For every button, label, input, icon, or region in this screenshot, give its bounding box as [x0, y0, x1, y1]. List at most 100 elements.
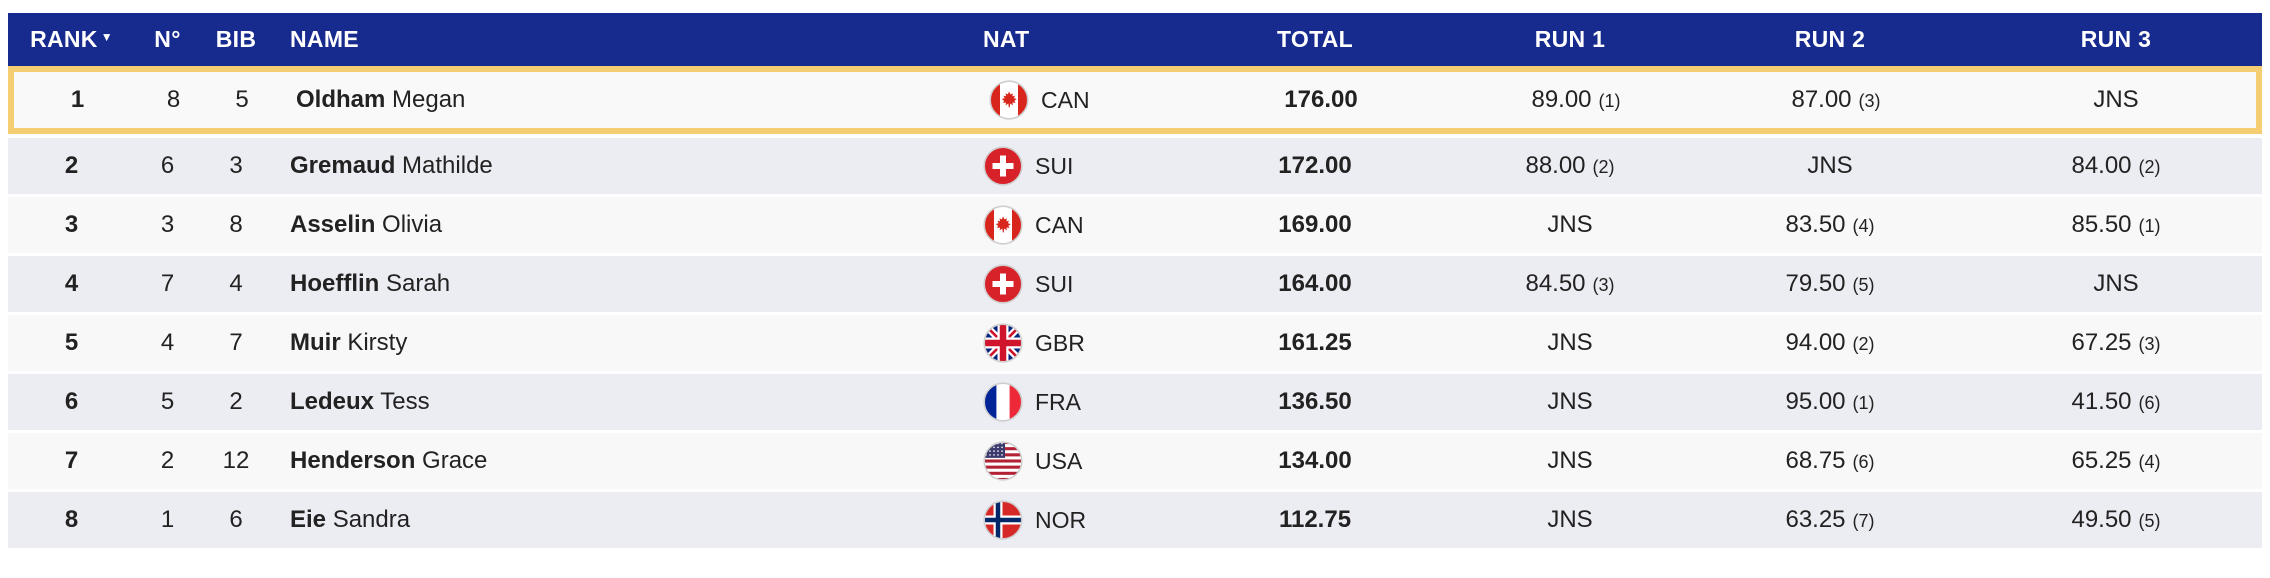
nation-code: NOR: [1035, 506, 1087, 533]
run2-score-cell: 95.00 (1): [1690, 388, 1970, 416]
run1-score: 88.00: [1525, 152, 1586, 179]
athlete-name-cell: Oldham Megan: [278, 86, 981, 114]
athlete-last-name: Muir: [290, 329, 341, 356]
number-cell: 4: [160, 329, 175, 356]
rank-cell: 4: [64, 270, 79, 297]
run1-score: JNS: [1547, 211, 1593, 238]
nationality-cell: FRA: [975, 382, 1180, 422]
bib-cell: 3: [229, 152, 243, 179]
run2-rank: (5): [1852, 275, 1875, 295]
column-header-nat-label: NAT: [983, 26, 1030, 52]
run3-rank: (6): [2138, 393, 2161, 413]
run1-score-cell: 84.50 (3): [1450, 270, 1690, 298]
athlete-name-cell: Asselin Olivia: [272, 211, 975, 239]
total-score-cell: 169.00: [1278, 211, 1352, 238]
table-row-rank-7[interactable]: 7 2 12 Henderson Grace USA 134.00 JNS 68…: [8, 433, 2262, 489]
run1-score: 84.50: [1525, 270, 1586, 297]
run3-score: JNS: [2093, 270, 2139, 297]
column-header-rank[interactable]: RANK ▼: [8, 26, 135, 53]
run3-score: 84.00: [2071, 152, 2132, 179]
athlete-first-name: Megan: [392, 86, 466, 113]
total-score-cell: 136.50: [1278, 388, 1352, 415]
run1-score-cell: JNS: [1450, 211, 1690, 239]
run1-score-cell: 89.00 (1): [1456, 86, 1696, 114]
athlete-name-cell: Gremaud Mathilde: [272, 152, 975, 180]
column-header-run3[interactable]: RUN 3: [1970, 26, 2262, 53]
athlete-last-name: Henderson: [290, 447, 416, 474]
run2-score: 94.00: [1785, 329, 1846, 356]
run3-score: 65.25: [2071, 447, 2132, 474]
run2-score: 68.75: [1785, 447, 1846, 474]
athlete-name-cell: Eie Sandra: [272, 506, 975, 534]
run3-score: 85.50: [2071, 211, 2132, 238]
number-cell: 7: [160, 270, 175, 297]
nationality-cell: NOR: [975, 500, 1180, 540]
run1-rank: (1): [1598, 91, 1621, 111]
total-score-cell: 172.00: [1278, 152, 1352, 179]
athlete-first-name: Sarah: [386, 270, 451, 297]
run1-score: JNS: [1547, 329, 1593, 356]
column-header-run2[interactable]: RUN 2: [1690, 26, 1970, 53]
run1-score-cell: 88.00 (2): [1450, 152, 1690, 180]
nationality-cell: SUI: [975, 146, 1180, 186]
run3-score: JNS: [2093, 86, 2139, 113]
table-header: RANK ▼ N° BIB NAME NAT TOTAL RUN 1 RUN 2 …: [8, 13, 2262, 66]
number-cell: 3: [160, 211, 175, 238]
table-row-rank-1[interactable]: 1 8 5 Oldham Megan CAN 176.00 89.00 (1) 8…: [8, 66, 2262, 134]
total-score-cell: 176.00: [1284, 86, 1358, 113]
column-header-name[interactable]: NAME: [272, 26, 975, 53]
flag-can-icon: [983, 205, 1023, 245]
athlete-last-name: Oldham: [296, 86, 386, 113]
athlete-first-name: Grace: [422, 447, 488, 474]
table-row-rank-3[interactable]: 3 3 8 Asselin Olivia CAN 169.00 JNS 83.5…: [8, 197, 2262, 253]
nation-code: CAN: [1041, 86, 1090, 113]
run3-rank: (5): [2138, 511, 2161, 531]
column-header-bib-label: BIB: [215, 26, 257, 52]
run1-rank: (2): [1592, 157, 1615, 177]
number-cell: 2: [160, 447, 175, 474]
run1-score: JNS: [1547, 388, 1593, 415]
table-row-rank-2[interactable]: 2 6 3 Gremaud Mathilde SUI 172.00 88.00 (…: [8, 138, 2262, 194]
athlete-last-name: Eie: [290, 506, 327, 533]
total-score-cell: 112.75: [1278, 506, 1352, 533]
nationality-cell: SUI: [975, 264, 1180, 304]
run2-rank: (4): [1852, 216, 1875, 236]
rank-cell: 1: [70, 86, 85, 113]
table-row-rank-4[interactable]: 4 7 4 Hoefflin Sarah SUI 164.00 84.50 (3)…: [8, 256, 2262, 312]
run2-score-cell: 68.75 (6): [1690, 447, 1970, 475]
athlete-first-name: Olivia: [382, 211, 443, 238]
run2-score: 83.50: [1785, 211, 1846, 238]
athlete-last-name: Hoefflin: [290, 270, 380, 297]
column-header-number[interactable]: N°: [135, 26, 200, 53]
flag-sui-icon: [983, 146, 1023, 186]
column-header-run1-label: RUN 1: [1534, 26, 1606, 52]
column-header-bib[interactable]: BIB: [200, 26, 272, 53]
table-row-rank-8[interactable]: 8 1 6 Eie Sandra NOR 112.75 JNS 63.25 (7)…: [8, 492, 2262, 548]
run2-score-cell: 94.00 (2): [1690, 329, 1970, 357]
athlete-first-name: Sandra: [332, 506, 411, 533]
nation-code: FRA: [1035, 388, 1081, 415]
run2-rank: (3): [1858, 91, 1881, 111]
nation-code: USA: [1035, 447, 1083, 474]
nationality-cell: GBR: [975, 323, 1180, 363]
run1-score-cell: JNS: [1450, 388, 1690, 416]
flag-usa-icon: [983, 441, 1023, 481]
table-row-rank-6[interactable]: 6 5 2 Ledeux Tess FRA 136.50 JNS 95.00 (1…: [8, 374, 2262, 430]
results-table: RANK ▼ N° BIB NAME NAT TOTAL RUN 1 RUN 2 …: [8, 13, 2262, 551]
column-header-name-label: NAME: [290, 26, 359, 52]
column-header-run3-label: RUN 3: [2080, 26, 2152, 52]
bib-cell: 5: [235, 86, 249, 113]
bib-cell: 4: [229, 270, 243, 297]
run3-rank: (4): [2138, 452, 2161, 472]
column-header-nat[interactable]: NAT: [975, 26, 1180, 53]
flag-sui-icon: [983, 264, 1023, 304]
column-header-run1[interactable]: RUN 1: [1450, 26, 1690, 53]
column-header-total[interactable]: TOTAL: [1180, 26, 1450, 53]
number-cell: 8: [166, 86, 181, 113]
run3-rank: (2): [2138, 157, 2161, 177]
bib-cell: 7: [229, 329, 243, 356]
run2-score: 79.50: [1785, 270, 1846, 297]
nation-code: SUI: [1035, 270, 1074, 297]
rank-cell: 3: [64, 211, 79, 238]
table-row-rank-5[interactable]: 5 4 7 Muir Kirsty GBR 161.25 JNS 94.00 (2…: [8, 315, 2262, 371]
